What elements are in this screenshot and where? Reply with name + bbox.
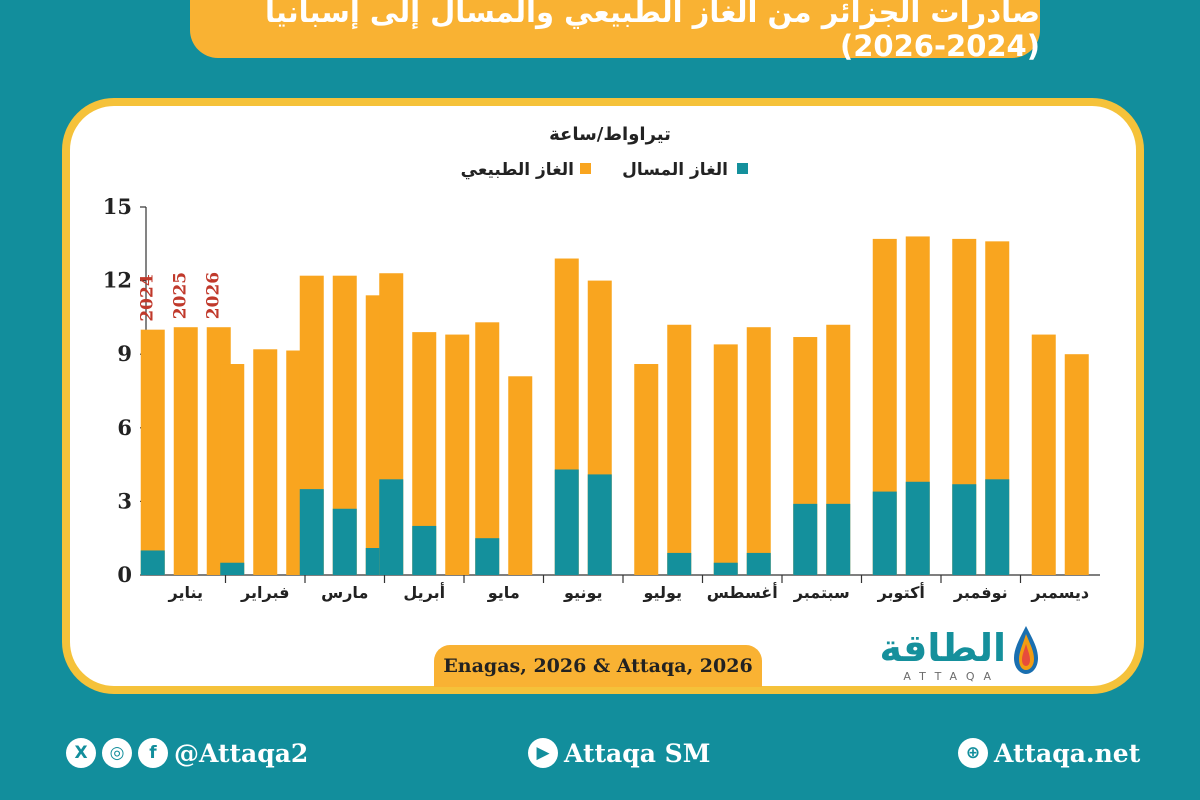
month-label: ديسمبر	[1030, 583, 1089, 602]
facebook-icon[interactable]: f	[138, 738, 168, 768]
month-label: أبريل	[403, 582, 445, 602]
bar-lng	[746, 552, 771, 575]
title-banner: صادرات الجزائر من الغاز الطبيعي والمسال …	[190, 0, 1040, 63]
bar-lng	[793, 503, 818, 575]
y-tick-label: 12	[103, 268, 132, 293]
bar-lng	[713, 562, 738, 575]
bar-lng	[332, 508, 357, 575]
month-label: يناير	[167, 583, 203, 602]
bar-natural-gas	[140, 329, 165, 575]
footer: X ◎ f @Attaqa2 ▶ Attaqa SM ⊕ Attaqa.net	[0, 728, 1200, 778]
month-label: يوليو	[642, 583, 682, 602]
year-label: 2024	[138, 274, 158, 321]
chart-title: صادرات الجزائر من الغاز الطبيعي والمسال …	[264, 0, 1040, 63]
month-label: أغسطس	[707, 582, 778, 602]
bar-lng	[667, 552, 692, 575]
bar-lng	[412, 525, 437, 575]
year-label: 2025	[171, 272, 191, 319]
month-label: مارس	[321, 583, 368, 602]
bar-lng	[587, 474, 612, 575]
bar-lng	[140, 550, 165, 575]
bar-natural-gas	[667, 324, 692, 575]
bar-lng	[220, 562, 245, 575]
bar-natural-gas	[508, 376, 533, 575]
month-label: نوفمبر	[953, 583, 1008, 602]
attaqa-logo: الطاقة ATTAQA	[850, 618, 1040, 688]
bar-lng	[826, 503, 851, 575]
bar-lng	[554, 469, 579, 575]
legend-swatch-lng	[737, 163, 748, 174]
bar-natural-gas	[173, 327, 198, 575]
y-axis-unit-label: تيراواط/ساعة	[549, 124, 671, 145]
bar-natural-gas	[1064, 354, 1089, 575]
instagram-icon[interactable]: ◎	[102, 738, 132, 768]
source-text: Enagas, 2026 & Attaqa, 2026	[443, 655, 753, 677]
legend-label-lng: الغاز المسال	[622, 160, 728, 180]
bar-lng	[985, 479, 1010, 575]
website-link[interactable]: Attaqa.net	[994, 738, 1141, 768]
youtube-channel[interactable]: Attaqa SM	[564, 738, 711, 768]
month-label: مايو	[487, 583, 520, 602]
flame-drop-icon	[1014, 626, 1038, 674]
social-handle[interactable]: @Attaqa2	[174, 738, 309, 768]
logo-text: الطاقة	[879, 626, 1006, 670]
bar-lng	[872, 491, 897, 575]
y-tick-label: 9	[117, 341, 132, 366]
bar-natural-gas	[445, 334, 470, 575]
y-tick-label: 0	[117, 562, 132, 587]
legend-label-natural-gas: الغاز الطبيعي	[461, 160, 574, 180]
bar-natural-gas	[253, 349, 278, 575]
bar-natural-gas	[634, 364, 659, 575]
globe-icon[interactable]: ⊕	[958, 738, 988, 768]
month-label: أكتوبر	[877, 582, 925, 602]
bar-natural-gas	[713, 344, 738, 575]
month-label: سبتمبر	[793, 583, 850, 602]
website-group: ⊕ Attaqa.net	[958, 728, 1140, 778]
y-tick-label: 6	[117, 415, 132, 440]
y-tick-label: 3	[117, 488, 132, 513]
social-group: X ◎ f @Attaqa2	[66, 728, 308, 778]
y-tick-label: 15	[103, 194, 132, 219]
legend-swatch-natural-gas	[580, 163, 591, 174]
bar-lng	[379, 479, 404, 575]
source-tab: Enagas, 2026 & Attaqa, 2026	[434, 645, 762, 687]
logo-subtext: ATTAQA	[903, 670, 1000, 683]
bar-natural-gas	[1031, 334, 1056, 575]
month-label: فبراير	[240, 583, 289, 602]
bar-lng	[475, 538, 500, 575]
bar-natural-gas	[475, 322, 500, 575]
youtube-group: ▶ Attaqa SM	[528, 728, 710, 778]
bar-lng	[299, 489, 324, 575]
bar-natural-gas	[746, 327, 771, 575]
youtube-icon[interactable]: ▶	[528, 738, 558, 768]
bar-natural-gas	[220, 364, 245, 575]
x-icon[interactable]: X	[66, 738, 96, 768]
bar-lng	[905, 481, 930, 575]
month-label: يونيو	[563, 583, 603, 602]
year-label: 2026	[204, 272, 224, 319]
bar-lng	[952, 484, 977, 575]
